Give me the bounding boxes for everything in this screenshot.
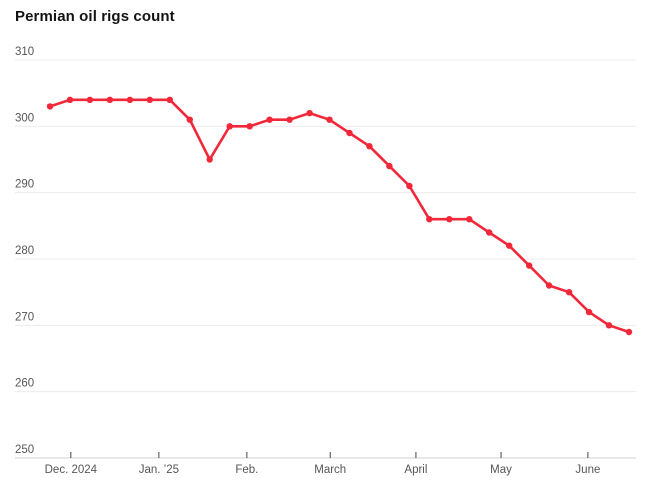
- data-point-marker: [625, 328, 633, 336]
- data-point-marker: [426, 216, 433, 223]
- y-axis-tick-label: 300: [15, 112, 34, 124]
- data-point-marker: [206, 156, 213, 163]
- y-axis-tick-label: 260: [15, 378, 34, 390]
- data-point-marker: [545, 282, 553, 289]
- y-axis-tick-label: 250: [15, 444, 34, 456]
- data-point-marker: [186, 116, 193, 123]
- y-axis-tick-label: 290: [15, 179, 34, 191]
- data-point-marker: [86, 96, 94, 104]
- data-point-marker: [446, 216, 453, 223]
- data-point-marker: [106, 96, 114, 104]
- y-axis-tick-label: 270: [15, 311, 34, 323]
- data-point-marker: [66, 96, 74, 104]
- data-point-marker: [605, 322, 613, 329]
- data-point-marker: [506, 242, 513, 249]
- chart-title: Permian oil rigs count: [15, 8, 175, 25]
- x-axis-tick-label: Feb.: [235, 464, 258, 476]
- data-point-marker: [286, 116, 293, 123]
- data-point-marker: [226, 123, 233, 130]
- x-axis-tick-label: April: [404, 464, 427, 476]
- data-point-marker: [126, 96, 134, 104]
- data-point-marker: [326, 116, 333, 123]
- data-point-marker: [526, 262, 533, 269]
- x-axis-tick-label: Jan. ’25: [139, 464, 179, 476]
- x-axis-tick-label: March: [314, 464, 346, 476]
- data-point-marker: [306, 109, 313, 117]
- data-point-marker: [246, 123, 253, 130]
- rigs-count-line: [48, 98, 631, 334]
- data-point-marker: [346, 129, 353, 137]
- data-point-marker: [166, 96, 173, 104]
- data-point-marker: [266, 116, 273, 123]
- data-point-marker: [366, 143, 373, 150]
- data-point-marker: [466, 216, 473, 223]
- x-axis-tick-label: June: [575, 464, 600, 476]
- data-point-marker: [386, 162, 393, 170]
- data-point-marker: [406, 182, 413, 190]
- data-point-marker: [146, 96, 153, 104]
- y-axis-tick-label: 310: [15, 46, 34, 58]
- data-point-marker: [585, 308, 593, 316]
- data-point-marker: [46, 103, 54, 110]
- data-point-marker: [486, 229, 493, 236]
- x-axis-tick-label: May: [490, 464, 512, 476]
- x-axis-tick-label: Dec. 2024: [45, 464, 98, 476]
- data-point-marker: [565, 289, 573, 296]
- y-axis-tick-label: 280: [15, 245, 34, 257]
